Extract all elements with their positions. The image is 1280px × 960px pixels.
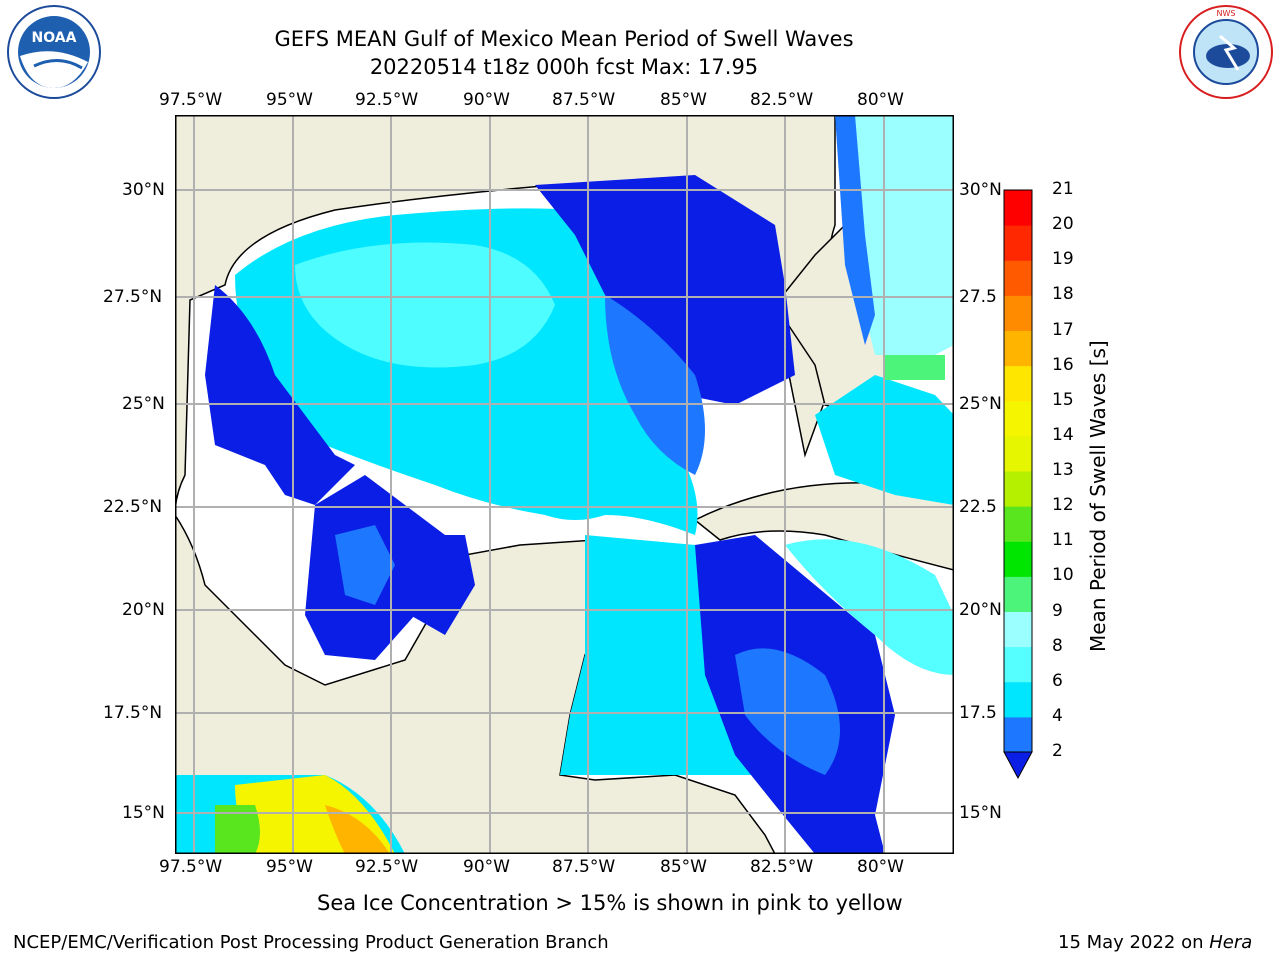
lat-label-right-5: 17.5	[959, 703, 997, 723]
map-panel	[175, 115, 954, 854]
colorbar-frame	[1003, 189, 1033, 753]
colorbar-segment	[1004, 506, 1032, 542]
colorbar-segment	[1004, 576, 1032, 612]
colorbar-tick-label: 21	[1052, 179, 1074, 199]
lon-label-top-7: 80°W	[857, 90, 904, 110]
nws-logo-icon: NWS	[1179, 5, 1273, 99]
colorbar-segment	[1004, 681, 1032, 718]
swell-west-blue	[205, 285, 355, 505]
colorbar-segment	[1004, 541, 1032, 577]
noaa-logo-icon: NOAA	[7, 5, 101, 99]
lon-label-top-2: 92.5°W	[355, 90, 419, 110]
colorbar-tick-label: 17	[1052, 319, 1074, 340]
lon-label-bottom-7: 80°W	[857, 857, 904, 877]
pacific-swell-green	[215, 805, 260, 854]
lat-label-right-3: 22.5	[959, 497, 997, 517]
colorbar-tick-label: 4	[1052, 705, 1063, 726]
lon-label-bottom-6: 82.5°W	[750, 857, 814, 877]
lon-label-top-0: 97.5°W	[159, 90, 223, 110]
lon-label-bottom-3: 90°W	[463, 857, 510, 877]
swell-atlantic-green	[885, 355, 945, 380]
colorbar-segment	[1004, 716, 1032, 753]
lon-label-top-1: 95°W	[266, 90, 313, 110]
colorbar-segment	[1004, 295, 1032, 331]
colorbar-segment	[1004, 260, 1032, 296]
colorbar-segment	[1004, 330, 1032, 367]
lon-label-top-4: 87.5°W	[552, 90, 616, 110]
colorbar-extend-arrow	[1003, 751, 1033, 780]
swell-northeast-blue	[535, 175, 795, 405]
colorbar-tick-label: 18	[1052, 284, 1074, 305]
swell-caribbean-light	[785, 539, 954, 675]
colorbar-segment	[1004, 611, 1032, 648]
colorbar-segment	[1004, 400, 1032, 437]
swell-atlantic-edge	[835, 115, 875, 345]
lat-label-left-4: 20°N	[122, 600, 165, 620]
colorbar-segment	[1004, 190, 1032, 226]
lat-label-left-1: 27.5°N	[103, 287, 163, 307]
colorbar-tick-label: 11	[1052, 530, 1074, 551]
lon-label-top-6: 82.5°W	[750, 90, 814, 110]
colorbar-tick-label: 15	[1052, 389, 1074, 410]
chart-subtitle: 20220514 t18z 000h fcst Max: 17.95	[369, 55, 759, 79]
colorbar-tick-label: 19	[1052, 249, 1074, 270]
footer-branch: NCEP/EMC/Verification Post Processing Pr…	[13, 932, 609, 953]
lat-label-left-3: 22.5°N	[103, 497, 163, 517]
colorbar-tick-label: 9	[1052, 600, 1063, 621]
swell-caribbean-mid	[735, 648, 840, 775]
lat-label-right-1: 27.5	[959, 287, 997, 307]
lon-label-bottom-5: 85°W	[660, 857, 707, 877]
lon-label-top-5: 85°W	[660, 90, 707, 110]
colorbar-tick-label: 10	[1052, 565, 1074, 586]
colorbar-tick-label: 2	[1052, 741, 1063, 761]
lat-label-left-6: 15°N	[122, 803, 165, 823]
lat-label-right-6: 15°N	[959, 803, 1002, 823]
swell-bay-mid	[335, 525, 395, 605]
colorbar-tick-label: 20	[1052, 214, 1074, 235]
lon-label-top-3: 90°W	[463, 90, 510, 110]
lon-label-bottom-1: 95°W	[266, 857, 313, 877]
mexico-landmass	[175, 513, 776, 854]
lat-label-right-0: 30°N	[959, 180, 1002, 200]
colorbar-tick-label: 16	[1052, 354, 1074, 375]
lon-label-bottom-2: 92.5°W	[355, 857, 419, 877]
colorbar-segment	[1004, 646, 1032, 683]
svg-text:NOAA: NOAA	[32, 30, 77, 46]
swell-northeast-mid	[605, 295, 705, 475]
footer-date-text: 15 May 2022 on	[1058, 932, 1210, 953]
lat-label-right-4: 20°N	[959, 600, 1002, 620]
colorbar-tick-label: 14	[1052, 424, 1074, 445]
colorbar-label: Mean Period of Swell Waves [s]	[1086, 340, 1110, 652]
lat-label-left-5: 17.5°N	[103, 703, 163, 723]
colorbar-tick-label: 12	[1052, 495, 1074, 516]
footer-host: Hera	[1209, 932, 1253, 953]
lat-label-left-2: 25°N	[122, 394, 165, 414]
lat-label-left-0: 30°N	[122, 180, 165, 200]
footer-date: 15 May 2022 on Hera	[1058, 932, 1252, 953]
colorbar-tick-label: 13	[1052, 460, 1074, 480]
svg-text:NWS: NWS	[1217, 9, 1236, 18]
colorbar-segment	[1004, 471, 1032, 507]
graticule	[175, 115, 954, 854]
colorbar-tick-label: 8	[1052, 635, 1063, 656]
lon-label-bottom-0: 97.5°W	[159, 857, 223, 877]
colorbar-tick-label: 6	[1052, 670, 1063, 691]
lon-label-bottom-4: 87.5°W	[552, 857, 616, 877]
chart-title: GEFS MEAN Gulf of Mexico Mean Period of …	[274, 27, 854, 51]
colorbar-segment	[1004, 225, 1032, 261]
colorbar-segment	[1004, 365, 1032, 402]
sea-ice-caption: Sea Ice Concentration > 15% is shown in …	[317, 891, 903, 915]
colorbar	[1003, 189, 1033, 780]
pacific-swell-orange	[325, 805, 390, 854]
colorbar-segment	[1004, 435, 1032, 472]
lat-label-right-2: 25°N	[959, 394, 1002, 414]
cuba-landmass	[693, 482, 954, 571]
